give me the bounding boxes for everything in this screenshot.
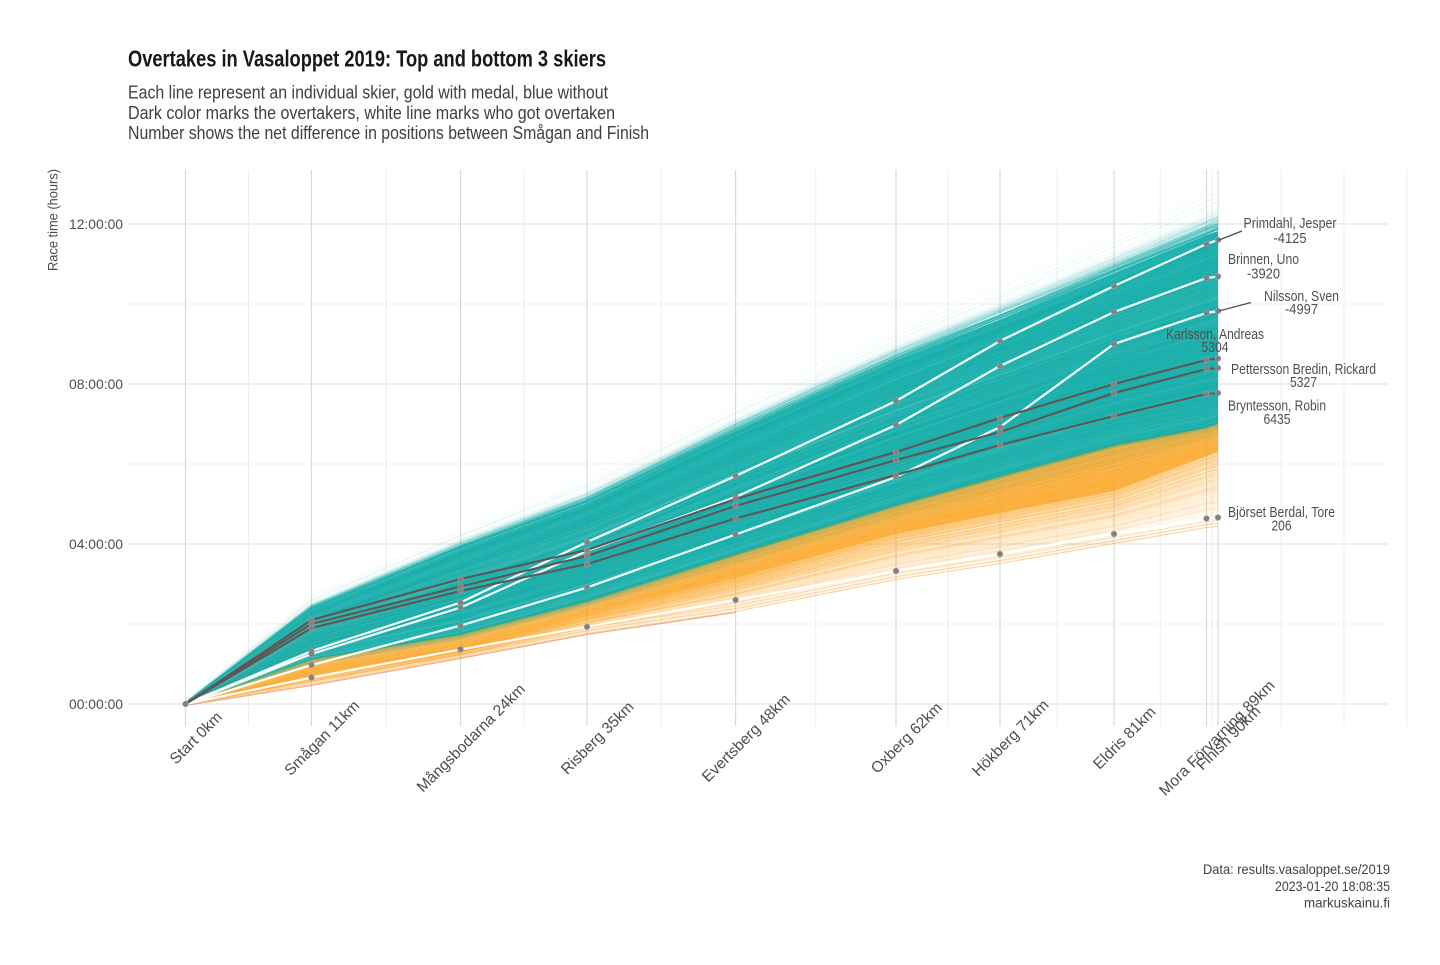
- svg-text:5327: 5327: [1290, 374, 1317, 391]
- svg-text:Each line represent an individ: Each line represent an individual skier,…: [128, 83, 608, 103]
- svg-text:-4125: -4125: [1274, 230, 1307, 247]
- svg-text:Karlsson, Andreas: Karlsson, Andreas: [1166, 326, 1264, 343]
- svg-text:Pettersson Bredin, Rickard: Pettersson Bredin, Rickard: [1231, 361, 1376, 378]
- svg-text:Nilsson, Sven: Nilsson, Sven: [1264, 288, 1339, 305]
- svg-text:Race time (hours): Race time (hours): [46, 169, 61, 271]
- svg-text:-4997: -4997: [1285, 301, 1318, 318]
- svg-text:04:00:00: 04:00:00: [69, 536, 123, 552]
- svg-text:Data: results.vasaloppet.se/20: Data: results.vasaloppet.se/2019: [1203, 861, 1390, 877]
- svg-text:Bryntesson, Robin: Bryntesson, Robin: [1228, 398, 1326, 415]
- svg-text:08:00:00: 08:00:00: [69, 376, 123, 392]
- svg-text:Number shows the net differenc: Number shows the net difference in posit…: [128, 123, 649, 143]
- svg-text:Dark color marks the overtaker: Dark color marks the overtakers, white l…: [128, 103, 615, 123]
- svg-text:206: 206: [1272, 518, 1292, 535]
- svg-text:-3920: -3920: [1247, 266, 1280, 283]
- svg-text:6435: 6435: [1264, 411, 1291, 428]
- svg-text:Brinnen, Uno: Brinnen, Uno: [1228, 251, 1299, 268]
- svg-text:Primdahl, Jesper: Primdahl, Jesper: [1244, 215, 1337, 232]
- svg-text:Overtakes in Vasaloppet 2019:: Overtakes in Vasaloppet 2019: Top and bo…: [128, 46, 606, 72]
- svg-text:2023-01-20 18:08:35: 2023-01-20 18:08:35: [1275, 878, 1390, 894]
- svg-text:5304: 5304: [1202, 339, 1229, 356]
- svg-text:Björset Berdal, Tore: Björset Berdal, Tore: [1228, 504, 1335, 521]
- svg-text:12:00:00: 12:00:00: [69, 216, 123, 232]
- svg-text:00:00:00: 00:00:00: [69, 696, 123, 712]
- svg-text:markuskainu.fi: markuskainu.fi: [1304, 895, 1390, 911]
